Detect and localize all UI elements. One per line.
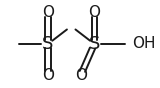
Text: O: O bbox=[42, 5, 54, 20]
Text: OH: OH bbox=[132, 37, 156, 51]
Text: O: O bbox=[75, 68, 87, 83]
Text: O: O bbox=[88, 5, 100, 20]
Text: S: S bbox=[89, 35, 100, 53]
Text: O: O bbox=[42, 68, 54, 83]
Text: S: S bbox=[42, 35, 54, 53]
